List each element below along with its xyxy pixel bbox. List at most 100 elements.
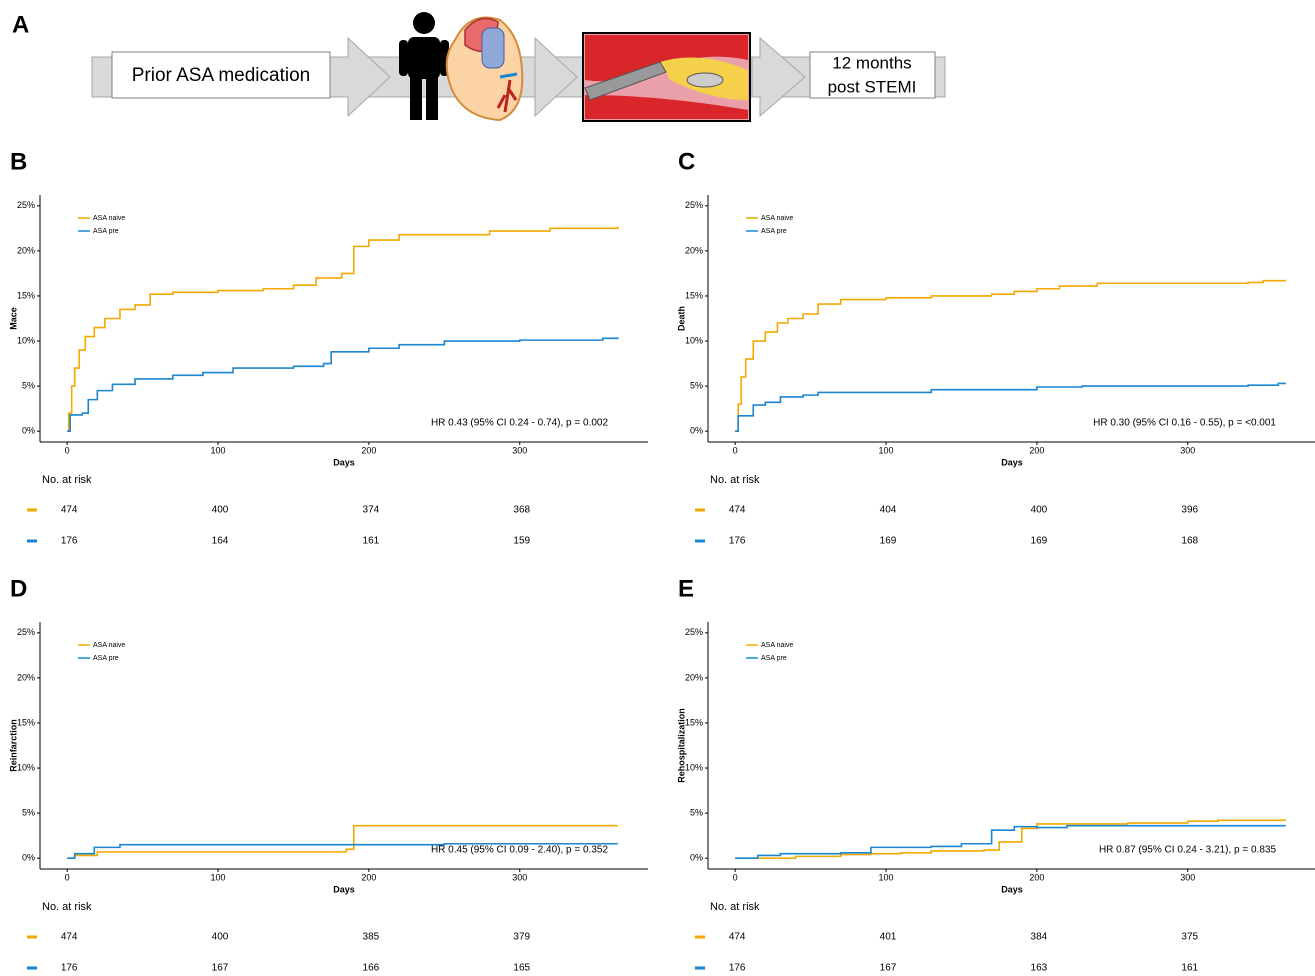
x-tick-label: 100 <box>211 872 226 882</box>
risk-title: No. at risk <box>42 474 92 486</box>
risk-count: 168 <box>1181 536 1198 547</box>
y-tick-label: 5% <box>690 807 703 817</box>
y-tick-label: 15% <box>685 290 703 300</box>
y-tick-label: 25% <box>17 627 35 637</box>
annotation: HR 0.43 (95% CI 0.24 - 0.74), p = 0.002 <box>431 418 608 429</box>
stent-image <box>582 32 751 122</box>
risk-count: 176 <box>61 536 78 547</box>
risk-count: 474 <box>729 505 746 516</box>
y-tick-label: 0% <box>22 853 35 863</box>
risk-title: No. at risk <box>710 901 760 913</box>
y-tick-label: 10% <box>685 762 703 772</box>
end-text: post STEMI <box>828 77 917 96</box>
chart-panel: B 0% 5% 10% 15% 20% 25% 0 100 200 300 Days Mace ASA n… <box>8 148 648 547</box>
y-axis-label: Rehospitalization <box>676 708 686 783</box>
legend-label: ASA pre <box>761 228 787 235</box>
x-tick-label: 200 <box>361 445 376 455</box>
risk-count: 161 <box>363 536 380 547</box>
arrow <box>534 36 578 118</box>
km-curve <box>67 226 619 432</box>
x-tick-label: 300 <box>512 445 527 455</box>
legend-label: ASA pre <box>761 655 787 662</box>
x-tick-label: 300 <box>1180 872 1195 882</box>
risk-count: 167 <box>880 963 897 974</box>
y-axis-label: Death <box>676 306 686 331</box>
risk-count: 401 <box>880 932 897 943</box>
y-tick-label: 15% <box>17 290 35 300</box>
x-tick-label: 0 <box>733 445 738 455</box>
risk-count: 385 <box>363 932 380 943</box>
x-tick-label: 300 <box>1180 445 1195 455</box>
x-tick-label: 0 <box>733 872 738 882</box>
risk-title: No. at risk <box>42 901 92 913</box>
km-curve <box>67 842 618 859</box>
risk-count: 169 <box>880 536 897 547</box>
risk-count: 176 <box>729 536 746 547</box>
km-curve <box>735 279 1286 432</box>
arrow <box>751 36 806 118</box>
x-axis-label: Days <box>1001 457 1023 467</box>
x-tick-label: 100 <box>879 445 894 455</box>
risk-count: 374 <box>363 505 380 516</box>
x-tick-label: 0 <box>65 445 70 455</box>
annotation: HR 0.45 (95% CI 0.09 - 2.40), p = 0.352 <box>431 845 608 856</box>
risk-count: 404 <box>880 505 897 516</box>
risk-count: 474 <box>729 932 746 943</box>
end-box <box>809 51 936 99</box>
chart-panel: D 0% 5% 10% 15% 20% 25% 0 100 200 300 Days Reinfarct… <box>8 575 648 974</box>
km-curve <box>67 337 619 432</box>
y-tick-label: 20% <box>17 245 35 255</box>
y-tick-label: 25% <box>17 200 35 210</box>
risk-count: 384 <box>1031 932 1048 943</box>
legend-label: ASA naive <box>761 215 793 222</box>
km-curve <box>735 382 1286 432</box>
risk-count: 176 <box>61 963 78 974</box>
annotation: HR 0.30 (95% CI 0.16 - 0.55), p = <0.001 <box>1093 418 1276 429</box>
x-tick-label: 200 <box>1029 445 1044 455</box>
panel-label: E <box>678 575 694 602</box>
y-tick-label: 5% <box>690 380 703 390</box>
y-tick-label: 20% <box>685 245 703 255</box>
person-icon <box>399 12 449 120</box>
km-curve <box>735 824 1286 859</box>
start-text: Prior ASA medication <box>132 65 310 86</box>
y-tick-label: 10% <box>685 335 703 345</box>
risk-count: 368 <box>513 505 530 516</box>
risk-count: 474 <box>61 505 78 516</box>
risk-count: 164 <box>212 536 229 547</box>
risk-count: 400 <box>1031 505 1048 516</box>
risk-count: 167 <box>212 963 229 974</box>
y-tick-label: 10% <box>17 335 35 345</box>
x-tick-label: 300 <box>512 872 527 882</box>
y-tick-label: 0% <box>690 853 703 863</box>
x-axis-label: Days <box>1001 884 1023 894</box>
x-tick-label: 100 <box>879 872 894 882</box>
x-tick-label: 0 <box>65 872 70 882</box>
y-tick-label: 5% <box>22 380 35 390</box>
risk-count: 163 <box>1031 963 1048 974</box>
panel-label: C <box>678 148 695 175</box>
y-tick-label: 15% <box>17 717 35 727</box>
risk-count: 169 <box>1031 536 1048 547</box>
risk-count: 396 <box>1181 505 1198 516</box>
legend-label: ASA naive <box>93 642 125 649</box>
panel-label: D <box>10 575 27 602</box>
y-tick-label: 20% <box>685 672 703 682</box>
y-tick-label: 25% <box>685 200 703 210</box>
chart-panel: C 0% 5% 10% 15% 20% 25% 0 100 200 300 Days Death ASA … <box>676 148 1315 547</box>
y-tick-label: 25% <box>685 627 703 637</box>
chart-panel: E 0% 5% 10% 15% 20% 25% 0 100 200 300 Days Rehospita… <box>676 575 1315 974</box>
y-tick-label: 5% <box>22 807 35 817</box>
heart-icon <box>445 16 524 122</box>
start-box <box>111 51 331 99</box>
km-curve <box>735 819 1286 859</box>
risk-title: No. at risk <box>710 474 760 486</box>
risk-count: 161 <box>1181 963 1198 974</box>
x-tick-label: 200 <box>361 872 376 882</box>
legend-label: ASA naive <box>93 215 125 222</box>
legend-label: ASA naive <box>761 642 793 649</box>
x-tick-label: 100 <box>211 445 226 455</box>
y-tick-label: 0% <box>22 426 35 436</box>
panel-label: A <box>12 11 29 38</box>
